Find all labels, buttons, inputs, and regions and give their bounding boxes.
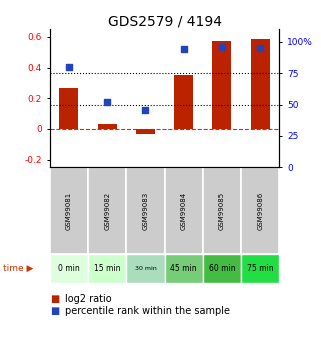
Text: GSM99084: GSM99084: [181, 191, 187, 229]
Text: percentile rank within the sample: percentile rank within the sample: [65, 306, 230, 316]
Point: [181, 47, 186, 52]
FancyBboxPatch shape: [241, 254, 279, 283]
Text: ■: ■: [50, 306, 59, 316]
Text: time ▶: time ▶: [3, 264, 34, 273]
Text: 45 min: 45 min: [170, 264, 197, 273]
FancyBboxPatch shape: [126, 167, 164, 254]
Text: GSM99086: GSM99086: [257, 191, 263, 229]
FancyBboxPatch shape: [50, 254, 88, 283]
FancyBboxPatch shape: [241, 167, 279, 254]
Text: GSM99083: GSM99083: [143, 191, 148, 229]
Text: GSM99085: GSM99085: [219, 191, 225, 229]
Bar: [98, 125, 117, 129]
Point: [143, 107, 148, 112]
Bar: [136, 129, 155, 134]
Text: 75 min: 75 min: [247, 264, 273, 273]
Text: log2 ratio: log2 ratio: [65, 295, 112, 304]
Text: 0 min: 0 min: [58, 264, 80, 273]
Bar: [174, 75, 193, 129]
FancyBboxPatch shape: [203, 167, 241, 254]
Point: [105, 99, 110, 105]
Text: GSM99082: GSM99082: [104, 191, 110, 229]
Text: 15 min: 15 min: [94, 264, 120, 273]
Bar: [59, 88, 78, 129]
FancyBboxPatch shape: [164, 254, 203, 283]
Point: [219, 44, 224, 50]
FancyBboxPatch shape: [88, 167, 126, 254]
Point: [257, 46, 263, 51]
Text: 30 min: 30 min: [134, 266, 156, 271]
FancyBboxPatch shape: [50, 167, 88, 254]
FancyBboxPatch shape: [88, 254, 126, 283]
Text: 60 min: 60 min: [209, 264, 235, 273]
FancyBboxPatch shape: [126, 254, 164, 283]
Title: GDS2579 / 4194: GDS2579 / 4194: [108, 14, 221, 28]
Bar: [212, 41, 231, 129]
FancyBboxPatch shape: [203, 254, 241, 283]
Bar: [251, 39, 270, 129]
FancyBboxPatch shape: [164, 167, 203, 254]
Text: GSM99081: GSM99081: [66, 191, 72, 229]
Point: [66, 64, 72, 70]
Text: ■: ■: [50, 295, 59, 304]
